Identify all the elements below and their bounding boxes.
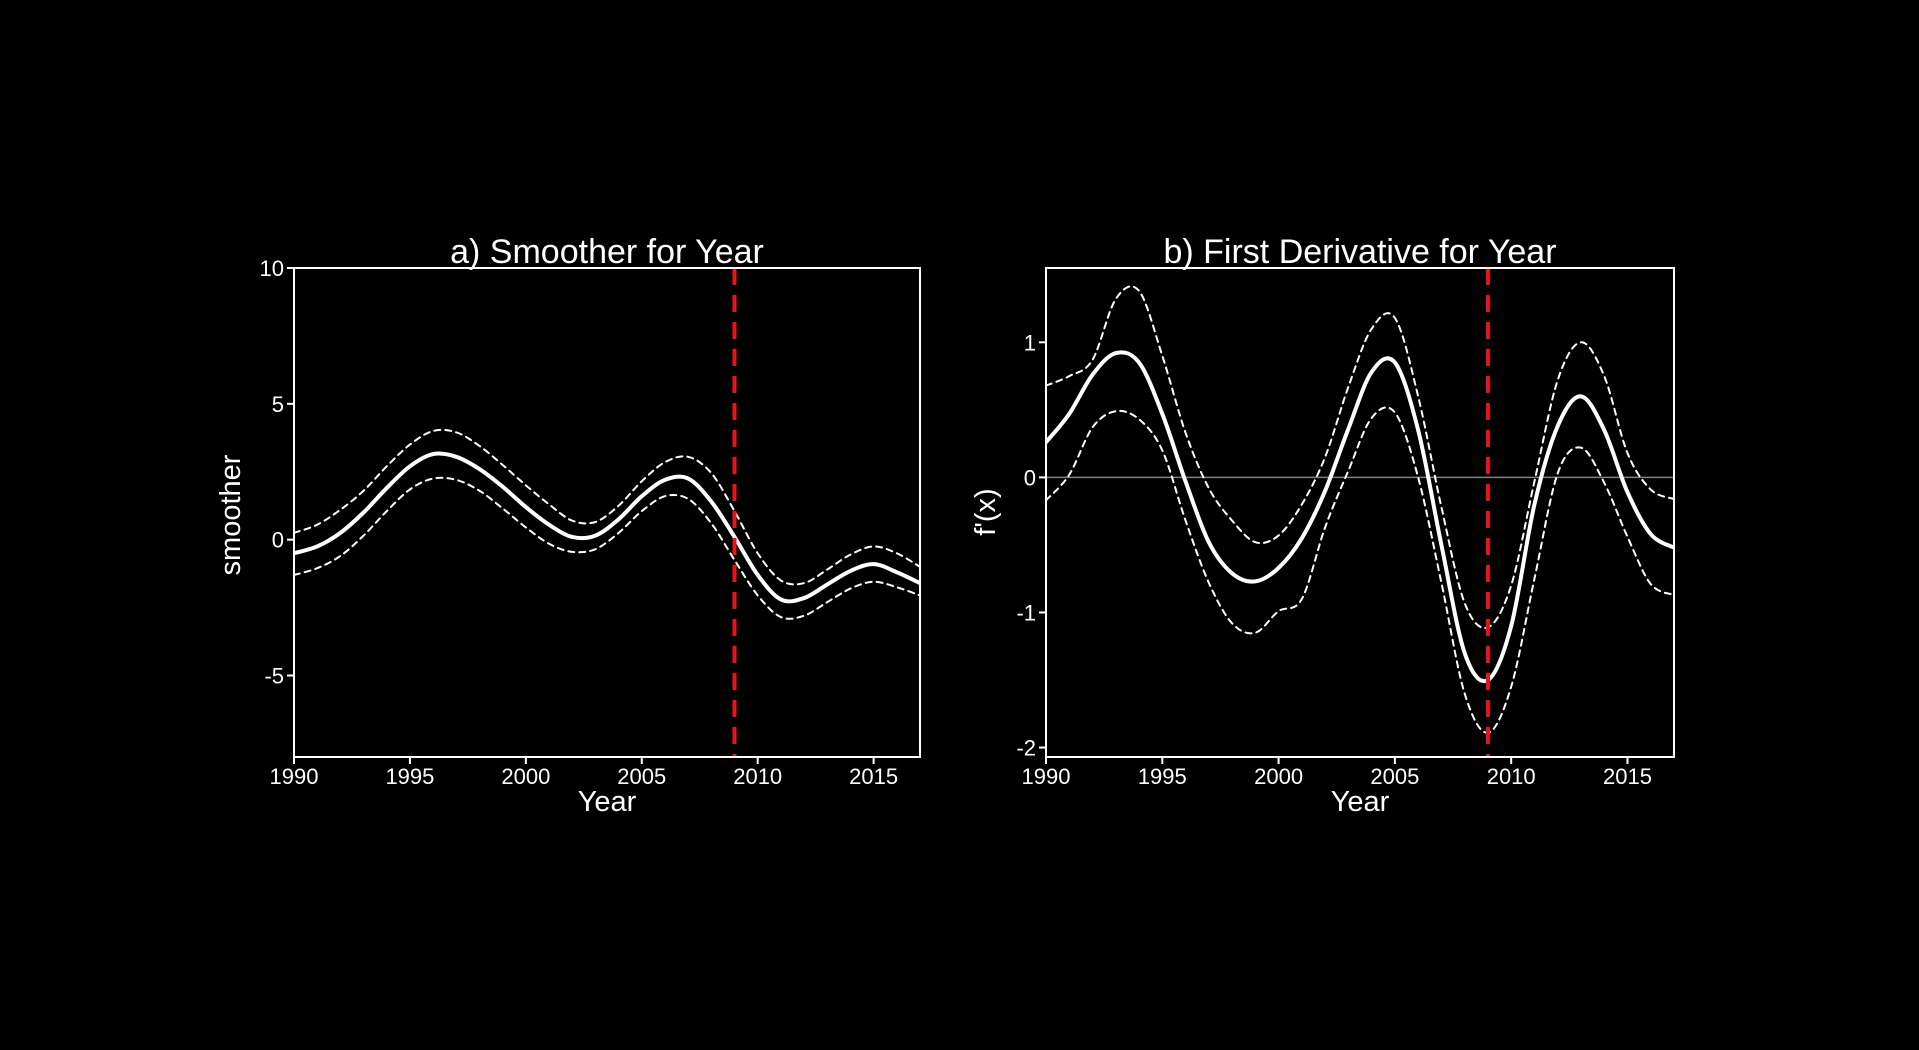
x-tick-label-b: 2010 xyxy=(1487,764,1536,789)
x-tick-label-a: 2005 xyxy=(617,764,666,789)
x-tick-label-b: 1995 xyxy=(1138,764,1187,789)
panel-smoother: a) Smoother for Year Year smoother 1990 1… xyxy=(215,233,921,818)
y-tick-label-b: -2 xyxy=(1016,736,1036,761)
x-tick-label-b: 2000 xyxy=(1254,764,1303,789)
chart-title-b: b) First Derivative for Year xyxy=(1163,233,1556,271)
estimate-line-a xyxy=(294,451,920,604)
plot-frame-a xyxy=(293,267,921,758)
y-tick-label-a: 10 xyxy=(260,256,284,281)
plot-area-b: 1990 1995 2000 2005 2010 2015 1 0 -1 -2 xyxy=(1016,267,1675,789)
x-tick-label-a: 2015 xyxy=(849,764,898,789)
y-tick-label-b: 1 xyxy=(1024,330,1036,355)
panel-first-derivative: b) First Derivative for Year Year f'(x) … xyxy=(970,233,1675,818)
y-tick-label-b: -1 xyxy=(1016,600,1036,625)
x-tick-label-a: 1990 xyxy=(270,764,319,789)
x-tick-label-b: 1990 xyxy=(1022,764,1071,789)
plot-frame-b xyxy=(1045,267,1675,758)
x-tick-label-b: 2015 xyxy=(1603,764,1652,789)
plot-area-a: 1990 1995 2000 2005 2010 2015 10 5 0 -5 xyxy=(260,256,921,789)
lower-ci-line-b xyxy=(1046,406,1674,734)
x-tick-label-a: 2000 xyxy=(501,764,550,789)
x-tick-label-a: 1995 xyxy=(385,764,434,789)
chart-title-a: a) Smoother for Year xyxy=(450,233,764,271)
y-tick-label-a: 5 xyxy=(272,392,284,417)
upper-ci-line-a xyxy=(294,428,920,586)
series-group-a xyxy=(294,428,920,620)
y-tick-label-b: 0 xyxy=(1024,465,1036,490)
y-tick-label-a: -5 xyxy=(264,664,284,689)
y-axis-label-b: f'(x) xyxy=(970,488,1002,535)
x-tick-label-a: 2010 xyxy=(733,764,782,789)
y-tick-label-a: 0 xyxy=(272,528,284,553)
x-axis-label-b: Year xyxy=(1331,786,1390,818)
upper-ci-line-b xyxy=(1046,285,1674,629)
x-tick-label-b: 2005 xyxy=(1370,764,1419,789)
estimate-line-b xyxy=(1046,350,1674,684)
lower-ci-line-a xyxy=(294,476,920,620)
series-group-b xyxy=(1046,285,1674,734)
x-axis-label-a: Year xyxy=(578,786,637,818)
y-axis-label-a: smoother xyxy=(215,454,247,575)
